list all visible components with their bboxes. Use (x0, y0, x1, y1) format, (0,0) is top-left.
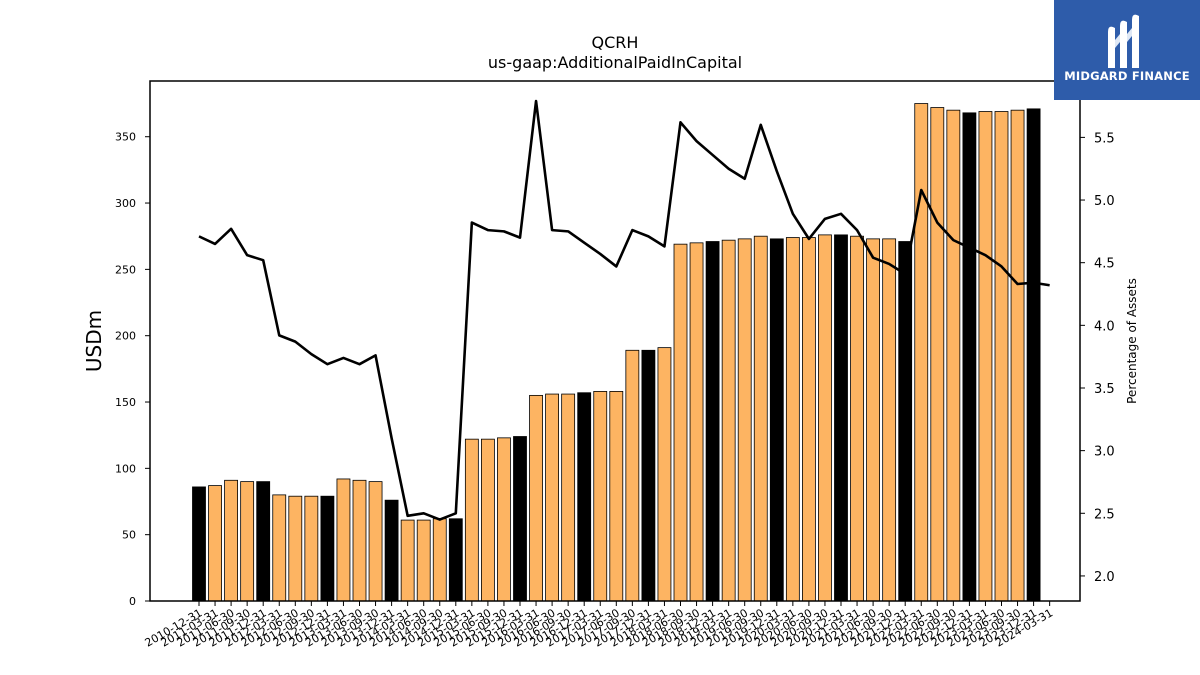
bar (448, 518, 463, 602)
bar (914, 103, 929, 602)
bar (1026, 108, 1041, 602)
y-tick-label: 100 (115, 462, 136, 475)
y2-tick-label: 4.0 (1094, 319, 1115, 334)
bar (432, 518, 447, 602)
bar (753, 235, 768, 602)
bar (705, 241, 720, 602)
bar (737, 238, 752, 602)
bar-series (192, 103, 1041, 602)
y-axis-label: USDm (82, 310, 106, 372)
y-axis-ticks: 0 50 100 150 200 250 300 350 (115, 131, 150, 608)
y-tick-label: 250 (115, 263, 136, 276)
bar (577, 392, 592, 602)
y-tick-label: 350 (115, 131, 136, 144)
bar (994, 111, 1009, 602)
bar (561, 393, 576, 602)
bar (336, 478, 351, 602)
bar (480, 438, 495, 602)
bar (850, 235, 864, 602)
y-tick-label: 150 (115, 396, 136, 409)
bar (625, 349, 640, 602)
bar (657, 347, 672, 602)
bar (609, 391, 624, 602)
bar (400, 519, 415, 602)
bar (464, 438, 479, 602)
chart-title: QCRH (592, 33, 639, 52)
bar (208, 485, 222, 602)
bar (721, 239, 736, 602)
bar (673, 243, 688, 602)
bar (946, 109, 961, 602)
bar (818, 234, 832, 602)
bar (545, 393, 559, 602)
bar (513, 436, 527, 602)
y2-axis-ticks: 2.0 2.5 3.0 3.5 4.0 4.5 5.0 5.5 (1080, 131, 1115, 585)
percentage-line (198, 99, 1050, 521)
bar (689, 242, 704, 602)
brand-logo: MIDGARD FINANCE (1054, 0, 1200, 100)
plot-frame (149, 80, 1081, 602)
bar (962, 112, 977, 602)
bar (529, 394, 543, 602)
y-tick-label: 200 (115, 330, 136, 343)
bar (368, 481, 383, 602)
bar (224, 479, 239, 602)
bar (192, 486, 206, 602)
bar (641, 349, 656, 602)
brand-name: MIDGARD FINANCE (1064, 69, 1190, 83)
bar (802, 237, 816, 602)
bar (320, 495, 335, 602)
y2-tick-label: 2.5 (1094, 507, 1115, 522)
bar (785, 237, 800, 602)
bar (288, 495, 303, 602)
bar (882, 238, 897, 602)
y2-tick-label: 3.0 (1094, 445, 1115, 460)
y2-tick-label: 3.5 (1094, 382, 1115, 397)
bar (272, 494, 287, 602)
bar (593, 391, 608, 602)
bar (352, 479, 367, 602)
bar (497, 437, 511, 602)
x-axis-ticks: 2010-12-312011-03-312011-06-302011-09-30… (143, 601, 1055, 650)
y2-axis-label: Percentage of Assets (1125, 278, 1139, 404)
bar (384, 499, 399, 602)
bar (240, 481, 255, 602)
bar (304, 495, 319, 602)
bar (416, 519, 431, 602)
y-tick-label: 50 (122, 529, 136, 542)
y-tick-label: 0 (129, 595, 136, 608)
y2-tick-label: 5.0 (1094, 194, 1115, 209)
y2-tick-label: 4.5 (1094, 257, 1115, 272)
y2-tick-label: 2.0 (1094, 570, 1115, 585)
bar (256, 481, 271, 602)
bar (769, 238, 784, 602)
bar (834, 234, 848, 602)
bar (898, 241, 913, 602)
chart-subtitle: us-gaap:AdditionalPaidInCapital (488, 53, 742, 72)
midgard-m-icon (1108, 14, 1139, 69)
bar (978, 111, 993, 602)
bar (1010, 109, 1025, 602)
bar (866, 238, 880, 602)
y2-tick-label: 5.5 (1094, 131, 1115, 146)
y-tick-label: 300 (115, 197, 136, 210)
bar (930, 107, 945, 602)
